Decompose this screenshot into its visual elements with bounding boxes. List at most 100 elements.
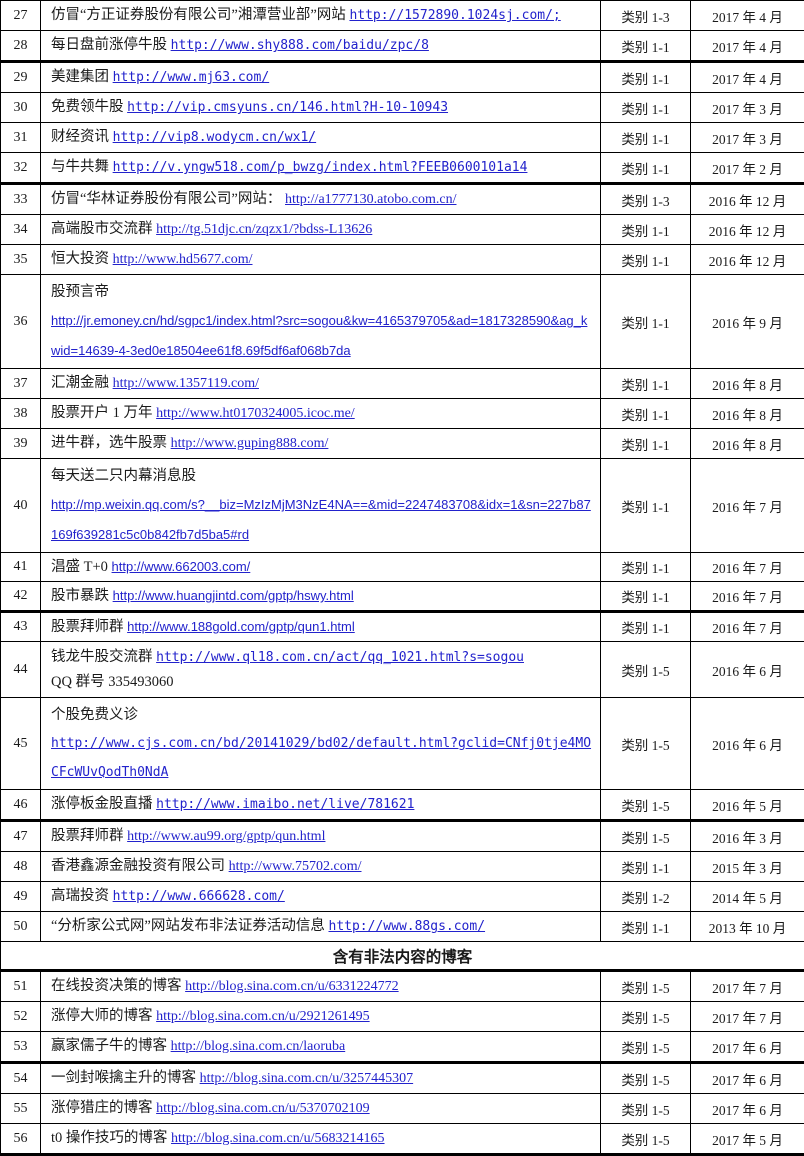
site-link[interactable]: http://tg.51djc.cn/zqzx1/?bdss-L13626	[156, 222, 372, 237]
site-title: 恒大投资	[51, 251, 109, 267]
site-link[interactable]: http://www.ht0170324005.icoc.me/	[156, 406, 355, 421]
site-link[interactable]: http://mp.weixin.qq.com/s?__biz=MzIzMjM3…	[51, 497, 591, 542]
row-date: 2016 年 8 月	[691, 369, 804, 399]
row-date: 2016 年 5 月	[691, 790, 804, 821]
table-row: 46 涨停板金股直播 http://www.imaibo.net/live/78…	[1, 790, 804, 821]
row-number: 33	[1, 184, 41, 215]
site-link[interactable]: http://vip.cmsyuns.cn/146.html?H-10-1094…	[127, 100, 448, 115]
site-link[interactable]: http://www.ql18.com.cn/act/qq_1021.html?…	[156, 650, 524, 665]
row-date: 2017 年 4 月	[691, 62, 804, 93]
row-description-cell: 股票拜师群 http://www.au99.org/gptp/qun.html	[41, 821, 601, 852]
row-date: 2017 年 3 月	[691, 123, 804, 153]
row-date: 2017 年 4 月	[691, 1, 804, 31]
site-link[interactable]: http://www.75702.com/	[229, 859, 362, 874]
row-category: 类别 1-1	[601, 399, 691, 429]
row-number: 32	[1, 153, 41, 184]
site-title: 股票拜师群	[51, 828, 124, 844]
row-description-cell: 涨停猎庄的博客 http://blog.sina.com.cn/u/537070…	[41, 1094, 601, 1124]
site-link[interactable]: http://v.yngw518.com/p_bwzg/index.html?F…	[113, 160, 528, 175]
site-title: 仿冒“方正证券股份有限公司”湘潭营业部”网站	[51, 7, 346, 23]
row-description-cell: 财经资讯 http://vip8.wodycm.cn/wx1/	[41, 123, 601, 153]
row-date: 2017 年 7 月	[691, 971, 804, 1002]
site-title: 每天送二只内幕消息股	[51, 468, 196, 484]
site-title: 仿冒“华林证券股份有限公司”网站：	[51, 191, 281, 207]
row-description-cell: 每天送二只内幕消息股 http://mp.weixin.qq.com/s?__bi…	[41, 459, 601, 553]
table-row: 55 涨停猎庄的博客 http://blog.sina.com.cn/u/537…	[1, 1094, 804, 1124]
row-number: 52	[1, 1002, 41, 1032]
site-title: 淐盛 T+0	[51, 559, 108, 575]
site-link[interactable]: http://blog.sina.com.cn/laoruba	[171, 1039, 346, 1054]
row-category: 类别 1-1	[601, 553, 691, 582]
table-row: 54 一剑封喉擒主升的博客 http://blog.sina.com.cn/u/…	[1, 1063, 804, 1094]
site-link[interactable]: http://www.au99.org/gptp/qun.html	[127, 829, 325, 844]
row-date: 2017 年 6 月	[691, 1094, 804, 1124]
site-link[interactable]: http://www.imaibo.net/live/781621	[156, 797, 414, 812]
row-description-cell: 钱龙牛股交流群 http://www.ql18.com.cn/act/qq_10…	[41, 642, 601, 698]
site-title: 股预言帝	[51, 284, 109, 300]
site-title: 与牛共舞	[51, 159, 109, 175]
site-link[interactable]: http://www.cjs.com.cn/bd/20141029/bd02/d…	[51, 736, 591, 780]
site-link[interactable]: http://blog.sina.com.cn/u/2921261495	[156, 1009, 370, 1024]
row-category: 类别 1-2	[601, 882, 691, 912]
site-link[interactable]: http://1572890.1024sj.com/;	[349, 8, 560, 23]
row-category: 类别 1-1	[601, 123, 691, 153]
row-description-cell: 香港鑫源金融投资有限公司 http://www.75702.com/	[41, 852, 601, 882]
row-date: 2017 年 6 月	[691, 1063, 804, 1094]
site-link[interactable]: http://blog.sina.com.cn/u/3257445307	[200, 1071, 414, 1086]
site-link[interactable]: http://www.1357119.com/	[113, 376, 259, 391]
row-description-cell: 一剑封喉擒主升的博客 http://blog.sina.com.cn/u/325…	[41, 1063, 601, 1094]
row-category: 类别 1-3	[601, 184, 691, 215]
row-description-cell: 淐盛 T+0 http://www.662003.com/	[41, 553, 601, 582]
row-date: 2016 年 6 月	[691, 642, 804, 698]
row-date: 2016 年 3 月	[691, 821, 804, 852]
site-title: t0 操作技巧的博客	[51, 1130, 167, 1146]
row-description-cell: 高端股市交流群 http://tg.51djc.cn/zqzx1/?bdss-L…	[41, 215, 601, 245]
row-description-cell: 仿冒“方正证券股份有限公司”湘潭营业部”网站 http://1572890.10…	[41, 1, 601, 31]
table-row: 43 股票拜师群 http://www.188gold.com/gptp/qun…	[1, 612, 804, 642]
row-category: 类别 1-5	[601, 821, 691, 852]
site-link[interactable]: http://www.188gold.com/gptp/qun1.html	[127, 619, 355, 634]
row-description-cell: 赢家儒子牛的博客 http://blog.sina.com.cn/laoruba	[41, 1032, 601, 1063]
table-row: 51 在线投资决策的博客 http://blog.sina.com.cn/u/6…	[1, 971, 804, 1002]
row-description-cell: 与牛共舞 http://v.yngw518.com/p_bwzg/index.h…	[41, 153, 601, 184]
row-date: 2016 年 7 月	[691, 553, 804, 582]
site-link[interactable]: http://www.666628.com/	[113, 889, 285, 904]
section-header-row: 含有非法内容的博客	[1, 942, 804, 971]
site-link[interactable]: http://www.shy888.com/baidu/zpc/8	[171, 38, 429, 53]
row-category: 类别 1-5	[601, 1002, 691, 1032]
row-date: 2017 年 6 月	[691, 1032, 804, 1063]
site-title: 免费领牛股	[51, 99, 124, 115]
site-link[interactable]: http://blog.sina.com.cn/u/6331224772	[185, 979, 399, 994]
site-link[interactable]: http://www.662003.com/	[112, 559, 251, 574]
site-link[interactable]: http://jr.emoney.cn/hd/sgpc1/index.html?…	[51, 313, 587, 358]
row-number: 47	[1, 821, 41, 852]
site-link[interactable]: http://www.mj63.com/	[113, 70, 270, 85]
site-link[interactable]: http://blog.sina.com.cn/u/5683214165	[171, 1131, 385, 1146]
table-row: 31 财经资讯 http://vip8.wodycm.cn/wx1/ 类别 1-…	[1, 123, 804, 153]
site-link[interactable]: http://www.hd5677.com/	[113, 252, 253, 267]
row-number: 49	[1, 882, 41, 912]
row-description-cell: 汇潮金融 http://www.1357119.com/	[41, 369, 601, 399]
row-category: 类别 1-5	[601, 790, 691, 821]
row-date: 2016 年 9 月	[691, 275, 804, 369]
table-row: 29 美建集团 http://www.mj63.com/ 类别 1-1 2017…	[1, 62, 804, 93]
site-link[interactable]: http://blog.sina.com.cn/u/5370702109	[156, 1101, 370, 1116]
site-link[interactable]: http://vip8.wodycm.cn/wx1/	[113, 130, 317, 145]
row-date: 2017 年 3 月	[691, 93, 804, 123]
row-date: 2016 年 7 月	[691, 459, 804, 553]
row-number: 31	[1, 123, 41, 153]
row-description-cell: 涨停板金股直播 http://www.imaibo.net/live/78162…	[41, 790, 601, 821]
site-link[interactable]: http://www.88gs.com/	[329, 919, 486, 934]
row-category: 类别 1-5	[601, 1063, 691, 1094]
table-row: 28 每日盘前涨停牛股 http://www.shy888.com/baidu/…	[1, 31, 804, 62]
table-row: 35 恒大投资 http://www.hd5677.com/ 类别 1-1 20…	[1, 245, 804, 275]
site-link[interactable]: http://a1777130.atobo.com.cn/	[285, 192, 456, 207]
table-row: 27 仿冒“方正证券股份有限公司”湘潭营业部”网站 http://1572890…	[1, 1, 804, 31]
row-category: 类别 1-1	[601, 62, 691, 93]
row-description-cell: 股票开户 1 万年 http://www.ht0170324005.icoc.m…	[41, 399, 601, 429]
row-category: 类别 1-1	[601, 31, 691, 62]
site-link[interactable]: http://www.guping888.com/	[171, 436, 329, 451]
table-row: 30 免费领牛股 http://vip.cmsyuns.cn/146.html?…	[1, 93, 804, 123]
site-link[interactable]: http://www.huangjintd.com/gptp/hswy.html	[113, 588, 354, 603]
row-category: 类别 1-1	[601, 459, 691, 553]
